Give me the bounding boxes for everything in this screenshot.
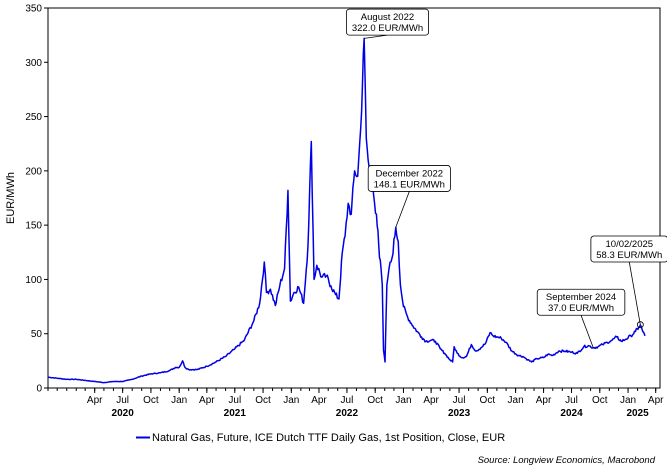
x-year-label: 2024 — [560, 408, 583, 419]
legend-label: Natural Gas, Future, ICE Dutch TTF Daily… — [152, 432, 505, 444]
y-tick-label: 50 — [31, 329, 43, 340]
annotation-label: December 2022 — [375, 168, 443, 179]
annotation-box — [536, 288, 626, 316]
x-year-label: 2025 — [626, 408, 649, 419]
ticks: 0 50 100 150 200 250 300 350 Apr Jul Oct Jan Apr Jul O… — [25, 4, 664, 420]
x-tick-label: Apr — [536, 395, 552, 406]
annotation-label: 322.0 EUR/MWh — [352, 23, 423, 34]
x-tick-label: Jan — [620, 395, 636, 406]
x-year-label: 2023 — [448, 408, 471, 419]
y-tick-label: 0 — [36, 384, 42, 395]
series-layer — [47, 37, 646, 384]
annotation-label: September 2024 — [546, 292, 616, 303]
x-tick-label: Jul — [116, 395, 129, 406]
y-tick-label: 300 — [25, 58, 42, 69]
annotation-marker — [636, 321, 644, 329]
x-tick-label: Jul — [228, 395, 241, 406]
annotation-box — [367, 165, 451, 192]
x-tick-label: Oct — [255, 395, 271, 406]
annotation-box — [590, 235, 667, 263]
annotation-leader — [580, 315, 594, 348]
x-tick-label: Oct — [480, 395, 496, 406]
x-tick-label: Apr — [87, 395, 103, 406]
annotation-label: 10/02/2025 — [606, 239, 654, 250]
x-tick-label: Jan — [508, 395, 524, 406]
x-tick-label: Apr — [648, 395, 664, 406]
x-tick-label: Oct — [367, 395, 383, 406]
x-tick-label: Apr — [199, 395, 215, 406]
plot-frame — [47, 7, 661, 389]
annotation-leader — [395, 191, 410, 228]
annotation-label: August 2022 — [361, 12, 414, 23]
legend: Natural Gas, Future, ICE Dutch TTF Daily… — [136, 432, 505, 444]
x-year-label: 2022 — [336, 408, 359, 419]
x-tick-label: Oct — [143, 395, 159, 406]
x-tick-label: Jul — [565, 395, 578, 406]
annotation-label: 58.3 EUR/MWh — [596, 250, 662, 261]
y-tick-label: 250 — [25, 112, 42, 123]
x-tick-label: Jan — [171, 395, 187, 406]
annotation-box — [345, 8, 429, 36]
x-tick-label: Jan — [395, 395, 411, 406]
y-tick-label: 200 — [25, 166, 42, 177]
annotation-label: 37.0 EUR/MWh — [548, 303, 614, 314]
x-tick-label: Oct — [592, 395, 608, 406]
y-tick-label: 150 — [25, 221, 42, 232]
x-tick-label: Apr — [311, 395, 327, 406]
x-tick-label: Apr — [423, 395, 439, 406]
source-note: Source: Longview Economics, Macrobond — [478, 455, 656, 466]
y-tick-label: 100 — [25, 275, 42, 286]
axes — [47, 7, 661, 389]
x-tick-label: Jan — [283, 395, 299, 406]
x-year-label: 2021 — [224, 408, 247, 419]
x-tick-label: Jul — [453, 395, 466, 406]
annotation-leader — [628, 261, 641, 325]
x-tick-label: Jul — [341, 395, 354, 406]
annotation-leader — [364, 34, 388, 39]
y-tick-label: 350 — [25, 4, 42, 15]
annotation-label: 148.1 EUR/MWh — [374, 179, 445, 190]
series-line — [47, 37, 646, 384]
y-axis-label: EUR/MWh — [5, 172, 17, 224]
x-year-label: 2020 — [112, 408, 135, 419]
